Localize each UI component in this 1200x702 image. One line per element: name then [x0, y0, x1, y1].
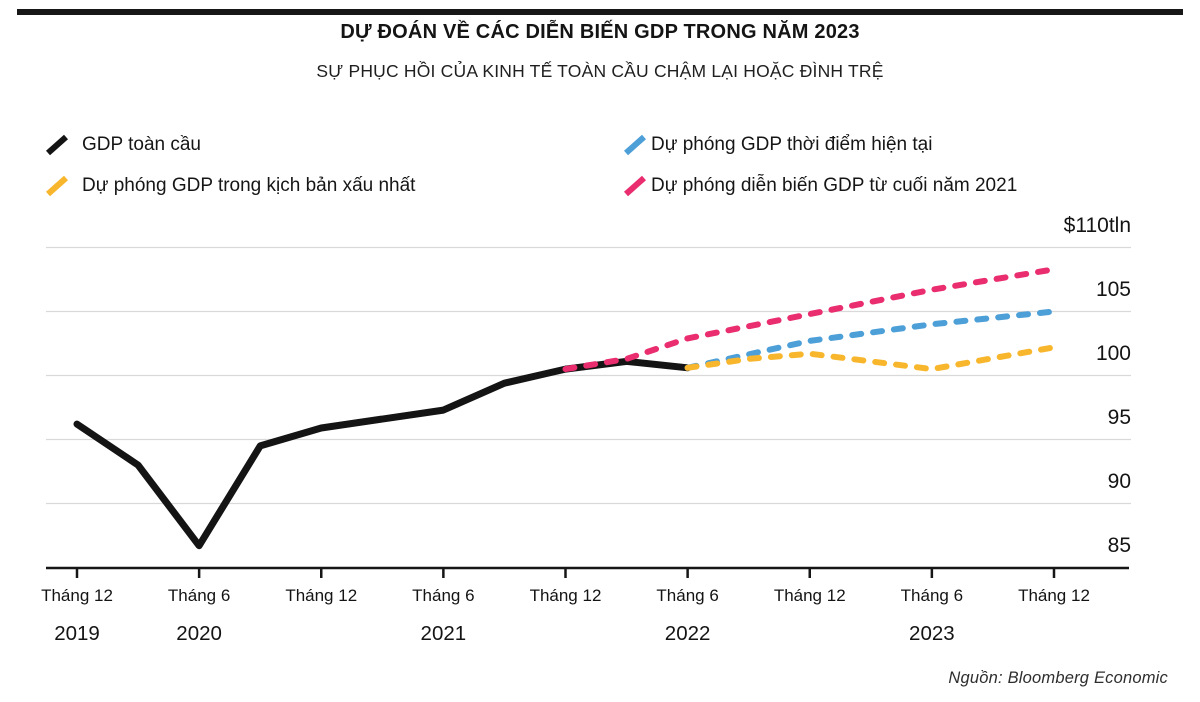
series-line	[562, 266, 1057, 373]
legend-label: Dự phóng diễn biến GDP từ cuối năm 2021	[651, 175, 1018, 196]
y-axis-label: 95	[1107, 405, 1131, 429]
line-swatch-icon	[46, 175, 68, 197]
x-axis-label: Tháng 6	[167, 586, 231, 605]
series-line	[684, 344, 1057, 373]
line-swatch-icon	[46, 134, 68, 156]
x-axis-label: Tháng 12	[773, 586, 846, 605]
legend-item-worst-case: Dự phóng GDP trong kịch bản xấu nhất	[44, 172, 415, 200]
line-swatch-icon	[624, 134, 646, 156]
x-axis-label: Tháng 6	[656, 586, 719, 605]
y-axis-label: $110tln	[1063, 213, 1131, 237]
y-axis-label: 90	[1107, 469, 1131, 493]
y-axis-label: 100	[1095, 341, 1131, 365]
legend-label: GDP toàn cầu	[82, 134, 202, 155]
chart-title: DỰ ĐOÁN VỀ CÁC DIỄN BIẾN GDP TRONG NĂM 2…	[340, 21, 860, 43]
x-axis-label: Tháng 6	[412, 586, 475, 605]
x-axis-label: Tháng 12	[41, 586, 113, 605]
line-swatch-icon	[624, 175, 646, 197]
series-line	[684, 308, 1057, 371]
legend-label: Dự phóng GDP thời điểm hiện tại	[651, 134, 933, 155]
source-credit: Nguồn: Bloomberg Economic	[948, 669, 1168, 687]
x-axis-label: Tháng 6	[900, 586, 964, 605]
series-line	[73, 357, 692, 550]
x-axis-year-label: 2019	[54, 622, 100, 645]
legend-item-current-forecast: Dự phóng GDP thời điểm hiện tại	[622, 131, 932, 159]
x-axis-label: Tháng 12	[285, 586, 358, 605]
top-divider-rule	[17, 9, 1183, 15]
x-axis-label: Tháng 12	[529, 586, 602, 605]
legend-label: Dự phóng GDP trong kịch bản xấu nhất	[82, 175, 416, 196]
y-axis-label: 105	[1095, 277, 1131, 301]
x-axis-year-label: 2021	[420, 622, 467, 645]
chart-subtitle: SỰ PHỤC HỒI CỦA KINH TẾ TOÀN CẦU CHẬM LẠ…	[316, 61, 884, 81]
legend-item-late-2021-forecast: Dự phóng diễn biến GDP từ cuối năm 2021	[622, 172, 1017, 200]
x-axis-year-label: 2022	[664, 622, 711, 645]
x-axis-label: Tháng 12	[1018, 586, 1090, 605]
legend-item-gdp-actual: GDP toàn cầu	[44, 131, 201, 159]
x-axis-year-label: 2023	[909, 622, 955, 645]
y-axis-label: 85	[1107, 533, 1131, 557]
x-axis-year-label: 2020	[176, 622, 222, 645]
